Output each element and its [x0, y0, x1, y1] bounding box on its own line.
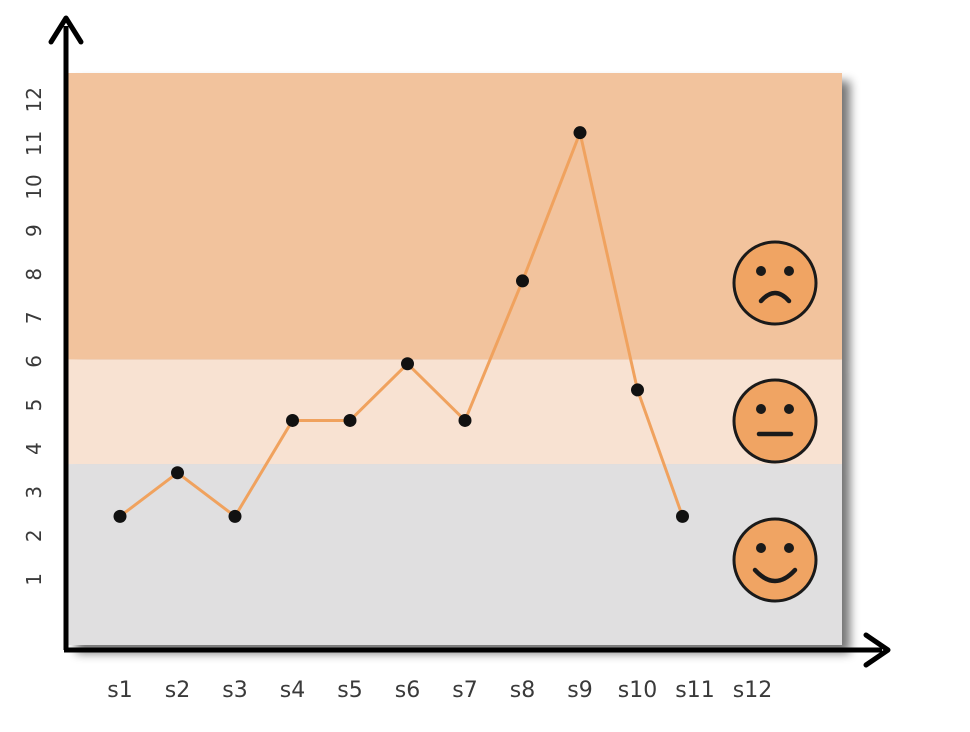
- data-point: [228, 509, 242, 523]
- y-tick-label: 4: [22, 442, 46, 455]
- data-point: [573, 126, 587, 140]
- x-tick-label: s9: [567, 678, 592, 703]
- x-tick-label: s5: [337, 678, 362, 703]
- face-eye-right: [784, 543, 794, 553]
- data-series: [113, 126, 689, 523]
- y-tick-label: 10: [22, 174, 46, 199]
- x-tick-label: s2: [165, 678, 190, 703]
- data-point: [286, 413, 299, 427]
- neutral-face-icon: [732, 378, 818, 464]
- face-eye-left: [756, 543, 766, 553]
- y-tick-label: 12: [22, 87, 46, 112]
- y-tick-label: 7: [22, 311, 46, 324]
- band-0: [68, 464, 842, 645]
- background-bands: [68, 73, 842, 645]
- face-circle: [732, 240, 818, 326]
- face-eye-right: [784, 266, 794, 276]
- band-2: [68, 73, 842, 360]
- face-eye-right: [784, 404, 794, 414]
- mood-faces: [732, 240, 818, 603]
- data-point: [458, 413, 472, 427]
- sad-face-icon: [732, 240, 818, 326]
- x-tick-label: s4: [280, 678, 305, 703]
- x-tick-label: s7: [452, 678, 477, 703]
- x-tick-label: s10: [618, 678, 657, 703]
- data-point: [631, 383, 644, 397]
- face-mouth: [752, 567, 798, 584]
- y-axis-arrow-icon: [48, 15, 84, 45]
- data-point: [516, 274, 529, 288]
- x-tick-label: s8: [510, 678, 535, 703]
- data-point: [676, 509, 689, 523]
- y-tick-label: 5: [22, 399, 46, 412]
- y-tick-label: 8: [22, 268, 46, 281]
- y-tick-label: 11: [22, 131, 46, 156]
- data-point: [113, 509, 127, 523]
- data-point: [171, 466, 184, 480]
- y-tick-label: 2: [22, 529, 46, 542]
- face-eye-left: [756, 266, 766, 276]
- x-axis-arrow-icon: [863, 632, 891, 668]
- x-tick-label: s3: [222, 678, 247, 703]
- x-tick-labels: s1 s2 s3 s4 s5 s6 s7 s8 s9 s10 s11 s12: [107, 678, 772, 703]
- face-circle: [732, 517, 818, 603]
- face-mouth: [758, 290, 792, 304]
- y-tick-label: 3: [22, 486, 46, 499]
- happy-face-icon: [732, 517, 818, 603]
- x-tick-label: s1: [107, 678, 132, 703]
- x-tick-label: s6: [395, 678, 420, 703]
- y-tick-label: 9: [22, 224, 46, 237]
- face-eye-left: [756, 404, 766, 414]
- y-tick-label: 1: [22, 573, 46, 586]
- axes: [48, 15, 891, 668]
- data-point: [343, 413, 357, 427]
- data-point: [401, 357, 414, 371]
- x-tick-label: s12: [733, 678, 772, 703]
- x-tick-label: s11: [675, 678, 714, 703]
- face-circle: [732, 378, 818, 464]
- y-tick-label: 6: [22, 355, 46, 368]
